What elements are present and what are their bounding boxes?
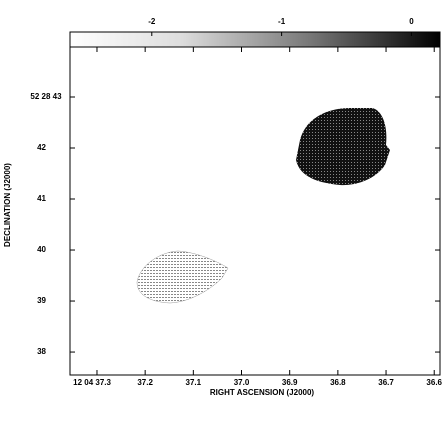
x-axis-title: RIGHT ASCENSION (J2000): [210, 388, 315, 397]
y-tick-label: 41: [37, 194, 46, 203]
colorbar-tick-label: -2: [148, 17, 156, 26]
x-tick-label: 36.7: [378, 378, 394, 387]
x-tick-label: 37.2: [137, 378, 153, 387]
x-tick-label: 12 04 37.3: [73, 378, 111, 387]
source-blob: [296, 108, 390, 186]
y-tick-label: 42: [37, 143, 46, 152]
colorbar-tick-label: 0: [409, 17, 414, 26]
x-tick-label: 36.6: [426, 378, 442, 387]
y-tick-label: 39: [37, 296, 46, 305]
plot-frame: [69, 46, 441, 376]
y-tick-label: 38: [37, 347, 46, 356]
colorbar: [69, 31, 441, 48]
x-tick-label: 36.8: [330, 378, 346, 387]
y-axis-title: DECLINATION (J2000): [3, 163, 12, 247]
colorbar-tick-label: -1: [278, 17, 286, 26]
y-tick-label: 40: [37, 245, 46, 254]
x-tick-label: 37.1: [186, 378, 202, 387]
x-tick-label: 37.0: [234, 378, 250, 387]
x-tick-label: 36.9: [282, 378, 298, 387]
y-tick-label: 52 28 43: [30, 92, 62, 101]
source-blob: [136, 250, 229, 304]
